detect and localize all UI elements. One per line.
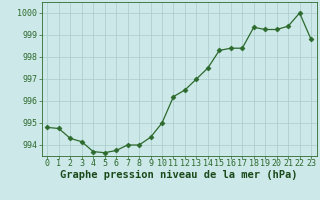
X-axis label: Graphe pression niveau de la mer (hPa): Graphe pression niveau de la mer (hPa)	[60, 170, 298, 180]
